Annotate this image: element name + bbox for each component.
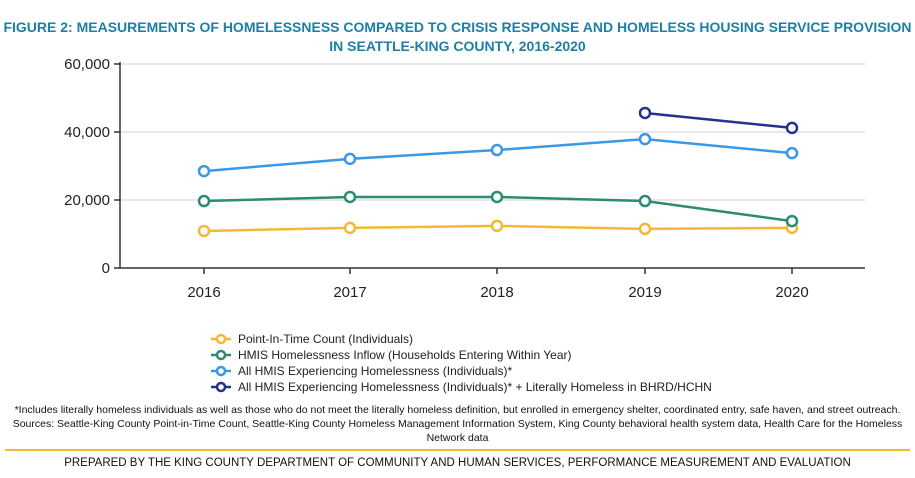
data-point: [197, 194, 211, 208]
data-point: [638, 106, 652, 120]
y-tick-label: 20,000: [64, 192, 110, 209]
prepared-by: PREPARED BY THE KING COUNTY DEPARTMENT O…: [64, 457, 851, 469]
data-point: [343, 152, 357, 166]
legend-item: All HMIS Experiencing Homelessness (Indi…: [210, 379, 712, 395]
data-point: [490, 190, 504, 204]
legend-label: All HMIS Experiencing Homelessness (Indi…: [238, 364, 513, 378]
data-point: [343, 190, 357, 204]
data-point: [638, 132, 652, 146]
footnote: *Includes literally homeless individuals…: [12, 404, 903, 444]
x-tick-label: 2019: [628, 284, 661, 301]
data-point: [785, 121, 799, 135]
legend-label: HMIS Homelessness Inflow (Households Ent…: [238, 348, 572, 362]
legend-marker-icon: [211, 365, 231, 377]
y-tick-label: 40,000: [64, 124, 110, 141]
x-tick-label: 2017: [333, 284, 366, 301]
data-point: [785, 146, 799, 160]
legend-marker-icon: [211, 349, 231, 361]
legend-item: All HMIS Experiencing Homelessness (Indi…: [210, 363, 712, 379]
legend-marker-icon: [211, 333, 231, 345]
divider: [5, 449, 910, 451]
data-point: [197, 164, 211, 178]
data-point: [638, 194, 652, 208]
legend-item: HMIS Homelessness Inflow (Households Ent…: [210, 347, 712, 363]
line-chart: 0 20,000 40,000 60,000 2016 2017 2018 2019 2020: [64, 56, 865, 301]
legend-label: All HMIS Experiencing Homelessness (Indi…: [238, 380, 712, 394]
series-line-3: [644, 111, 793, 130]
data-point: [490, 219, 504, 233]
data-point: [343, 221, 357, 235]
data-point: [785, 214, 799, 228]
data-point: [638, 222, 652, 236]
legend-marker-icon: [211, 381, 231, 393]
y-tick-label: 0: [102, 260, 110, 277]
x-tick-label: 2020: [775, 284, 808, 301]
legend: Point-In-Time Count (Individuals) HMIS Ho…: [210, 331, 712, 395]
x-tick-label: 2016: [187, 284, 220, 301]
x-tick-label: 2018: [480, 284, 513, 301]
chart-title: FIGURE 2: MEASUREMENTS OF HOMELESSNESS C…: [3, 19, 912, 54]
data-point: [490, 143, 504, 157]
y-tick-label: 60,000: [64, 56, 110, 73]
legend-label: Point-In-Time Count (Individuals): [238, 332, 413, 346]
legend-item: Point-In-Time Count (Individuals): [210, 331, 712, 347]
data-point: [197, 224, 211, 238]
